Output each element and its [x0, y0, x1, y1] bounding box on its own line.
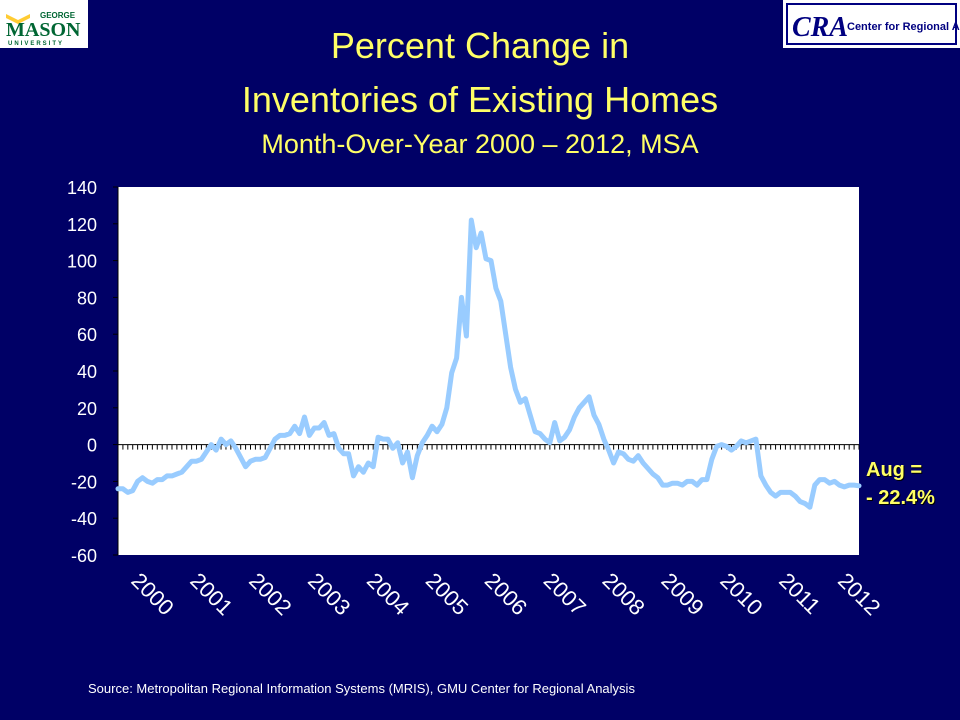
- y-tick-label: 140: [67, 178, 97, 198]
- x-tick-label: 2005: [421, 568, 473, 620]
- y-tick-label: 100: [67, 252, 97, 272]
- source-note: Source: Metropolitan Regional Informatio…: [88, 681, 635, 696]
- x-tick-label: 2010: [715, 568, 767, 620]
- note-line2: - 22.4%: [866, 487, 935, 509]
- gmu-small-text: GEORGE: [40, 11, 76, 20]
- y-tick-label: 80: [77, 288, 97, 308]
- cra-mark: CRA: [792, 12, 848, 43]
- chart-subtitle: Month-Over-Year 2000 – 2012, MSA: [261, 129, 699, 159]
- gmu-sub: UNIVERSITY: [8, 41, 64, 47]
- x-tick-label: 2000: [126, 568, 178, 620]
- y-tick-label: -60: [71, 546, 97, 566]
- cra-name: Center for Regional Analysis: [847, 21, 960, 33]
- y-tick-label: -20: [71, 472, 97, 492]
- x-tick-label: 2003: [303, 568, 355, 620]
- x-tick-label: 2001: [185, 568, 237, 620]
- x-tick-label: 2007: [539, 568, 591, 620]
- x-tick-label: 2012: [833, 568, 885, 620]
- plot-area: [118, 187, 859, 555]
- x-tick-label: 2006: [480, 568, 532, 620]
- latest-value-note: Aug = - 22.4%: [866, 456, 935, 512]
- y-tick-label: 20: [77, 399, 97, 419]
- george-mason-logo: GEORGE MASON UNIVERSITY: [0, 0, 88, 48]
- x-tick-label: 2004: [362, 568, 414, 620]
- x-tick-label: 2009: [656, 568, 708, 620]
- chart-title-line2: Inventories of Existing Homes: [241, 79, 719, 120]
- y-tick-label: 0: [87, 436, 97, 456]
- y-tick-label: 120: [67, 215, 97, 235]
- x-tick-label: 2008: [598, 568, 650, 620]
- cra-logo: CRA Center for Regional Analysis: [783, 0, 960, 48]
- gmu-crest-icon: [6, 14, 30, 24]
- x-tick-label: 2002: [244, 568, 296, 620]
- y-tick-label: -40: [71, 509, 97, 529]
- note-line1: Aug =: [866, 459, 923, 481]
- x-tick-label: 2011: [774, 568, 825, 619]
- gmu-name: MASON: [6, 19, 81, 41]
- y-tick-label: 40: [77, 362, 97, 382]
- series-line: [115, 217, 862, 510]
- chart-title-line1: Percent Change in: [330, 25, 630, 66]
- y-tick-label: 60: [77, 325, 97, 345]
